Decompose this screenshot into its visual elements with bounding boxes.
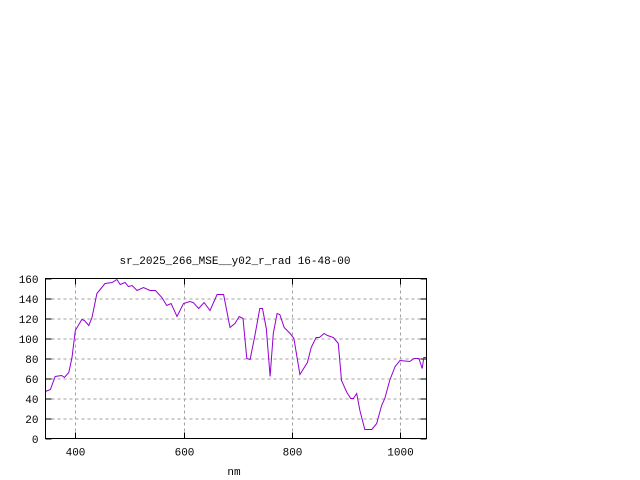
series-line [45, 278, 427, 430]
x-tick-label: 1000 [387, 448, 413, 460]
plot-border [45, 278, 427, 439]
y-tick-label: 60 [25, 375, 38, 387]
x-axis-label: nm [227, 467, 241, 479]
y-tick-label: 40 [25, 395, 38, 407]
chart-title: sr_2025_266_MSE__y02_r_rad 16-48-00 [119, 256, 350, 268]
y-tick-label: 100 [19, 335, 39, 347]
x-tick-label: 600 [175, 448, 195, 460]
y-tick-label: 160 [19, 275, 39, 287]
y-tick-label: 120 [19, 315, 39, 327]
x-axis: 400 600 800 1000 [66, 278, 414, 460]
y-tick-label: 140 [19, 295, 39, 307]
y-axis: 0 20 40 60 80 100 120 140 160 [19, 275, 427, 447]
y-tick-label: 80 [25, 355, 38, 367]
x-tick-label: 800 [283, 448, 303, 460]
grid [45, 278, 427, 439]
x-tick-label: 400 [66, 448, 86, 460]
y-tick-label: 0 [32, 435, 39, 447]
y-tick-label: 20 [25, 415, 38, 427]
